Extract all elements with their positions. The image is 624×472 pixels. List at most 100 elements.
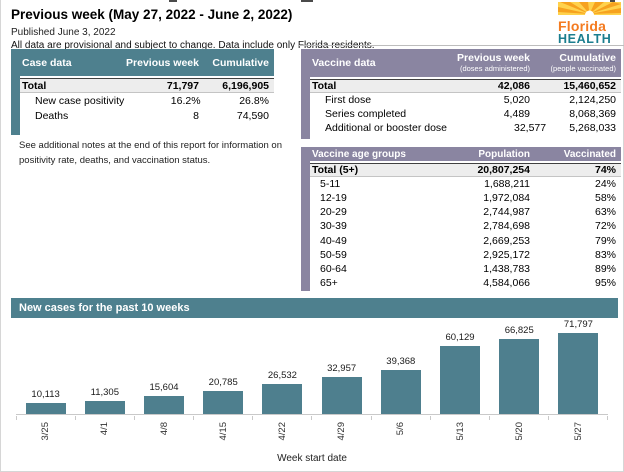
purple-accent-stripe [301, 161, 310, 291]
case-col-previous-week: Previous week [126, 56, 199, 69]
table-row: 20-29 2,744,987 63% [320, 206, 616, 219]
axis-tick [547, 416, 608, 420]
bar-column: 66,825 [490, 326, 549, 414]
vaccine-col-previous-week: Previous week (doses administered) [457, 52, 530, 74]
case-table-header: Case data Previous week Cumulative [11, 49, 274, 76]
bar [144, 396, 184, 414]
sun-icon [558, 2, 621, 20]
vaccine-data-table: Vaccine data Previous week (doses admini… [301, 49, 621, 139]
axis-tick [488, 416, 548, 420]
table-row: First dose 5,020 2,124,250 [325, 94, 616, 106]
table-row: 65+ 4,584,066 95% [320, 276, 616, 289]
age-col-population: Population [478, 148, 530, 160]
bar-column: 71,797 [549, 320, 608, 414]
x-axis-tick-label: 5/6 [395, 422, 407, 436]
bar-value-label: 39,368 [386, 356, 416, 367]
text-fragment [610, 0, 615, 2]
x-axis-title: Week start date [277, 453, 347, 464]
bar-column: 20,785 [194, 378, 253, 414]
bar-column: 10,113 [16, 390, 75, 414]
bar-value-label: 15,604 [149, 382, 179, 393]
x-axis-tick-label: 4/15 [217, 422, 229, 441]
bar-value-label: 60,129 [445, 332, 475, 343]
bar [558, 333, 599, 414]
bar-value-label: 11,305 [90, 387, 119, 398]
text-fragment [169, 0, 177, 2]
x-axis-tick-label: 5/27 [572, 422, 584, 441]
table-row: Series completed 4,489 8,068,369 [325, 108, 616, 120]
bar [262, 384, 303, 414]
vaccine-age-groups-table: Vaccine age groups Population Vaccinated… [301, 147, 621, 291]
x-axis-tick-label: 3/25 [40, 422, 52, 441]
case-table-title: Case data [22, 56, 72, 69]
age-table-body: Total (5+) 20,807,254 74% 5-11 1,688,211 24% 1… [301, 163, 621, 290]
axis-tick [311, 416, 370, 420]
bar [380, 370, 421, 414]
teal-accent-stripe [11, 76, 20, 135]
table-row: Additional or booster dose 32,577 5,268,03… [325, 122, 616, 134]
bar-column: 32,957 [312, 364, 371, 414]
bar-value-label: 32,957 [327, 363, 357, 374]
bar-column: 15,604 [134, 383, 193, 414]
bar [321, 377, 362, 414]
age-table-header: Vaccine age groups Population Vaccinated [301, 147, 621, 161]
bar [203, 391, 244, 414]
divider-line [298, 45, 624, 46]
bar-value-label: 20,785 [208, 377, 238, 388]
text-fragment [301, 0, 313, 2]
axis-tick [16, 416, 75, 420]
purple-accent-stripe [301, 77, 310, 139]
table-row: Total 71,797 6,196,905 [11, 78, 274, 93]
table-row: New case positivity 16.2% 26.8% [35, 94, 269, 107]
bar-column: 60,129 [430, 333, 489, 414]
bar-column: 11,305 [75, 388, 134, 414]
bar-chart: 10,113 11,305 15,604 20,785 26,532 32,957 39,3… [16, 320, 608, 415]
bar [25, 403, 66, 414]
vaccine-col-cumulative: Cumulative (people vaccinated) [550, 52, 616, 74]
table-row: 5-11 1,688,211 24% [320, 178, 616, 191]
axis-tick [370, 416, 430, 420]
axis-tick [429, 416, 489, 420]
page-title: Previous week (May 27, 2022 - June 2, 20… [11, 7, 293, 22]
table-row: Deaths 8 74,590 [35, 109, 269, 122]
chart-title-bar: New cases for the past 10 weeks [11, 298, 618, 318]
axis-tick [252, 416, 311, 420]
logo-florida-text: Florida [558, 18, 607, 34]
table-row: 40-49 2,669,253 79% [320, 234, 616, 247]
x-axis-labels: 3/25 4/1 4/8 4/15 4/22 4/29 5/6 5/13 5/20 5/27 [16, 422, 608, 452]
bar [499, 339, 540, 414]
x-axis-tick-label: 4/8 [158, 422, 170, 436]
florida-health-logo: Florida HEALTH [558, 2, 621, 46]
bar-value-label: 10,113 [31, 389, 60, 400]
table-row: 12-19 1,972,084 58% [320, 192, 616, 205]
vaccine-table-body: Total 42,086 15,460,652 First dose 5,020 2,12… [301, 79, 621, 135]
vaccine-table-header: Vaccine data Previous week (doses admini… [301, 49, 621, 77]
table-row: 50-59 2,925,172 83% [320, 248, 616, 261]
case-col-cumulative: Cumulative [212, 56, 269, 69]
disclaimer-text: All data are provisional and subject to … [11, 40, 375, 51]
logo-health-text: HEALTH [558, 32, 612, 46]
x-axis-tick-label: 5/20 [513, 422, 525, 441]
bar-value-label: 26,532 [267, 370, 297, 381]
x-axis-tick-label: 4/22 [276, 422, 288, 441]
footnote: See additional notes at the end of this … [19, 140, 282, 166]
bar [84, 401, 125, 414]
table-row: 30-39 2,784,698 72% [320, 220, 616, 233]
table-row: 60-64 1,438,783 89% [320, 262, 616, 275]
bar-value-label: 66,825 [504, 325, 534, 336]
x-axis-tick-label: 5/13 [454, 422, 466, 441]
x-axis-tick-label: 4/29 [336, 422, 348, 441]
axis-tick [193, 416, 252, 420]
axis-tick [75, 416, 134, 420]
bar [440, 346, 481, 414]
x-axis-ticks [16, 416, 608, 420]
x-axis-tick-label: 4/1 [99, 422, 111, 436]
published-date: Published June 3, 2022 [11, 27, 116, 38]
table-row: Total 42,086 15,460,652 [301, 79, 621, 93]
case-data-table: Case data Previous week Cumulative Total… [11, 49, 274, 135]
bar-value-label: 71,797 [563, 319, 593, 330]
bar-column: 26,532 [253, 371, 312, 414]
case-table-body: Total 71,797 6,196,905 New case positivity 1… [11, 78, 274, 123]
axis-tick [134, 416, 193, 420]
